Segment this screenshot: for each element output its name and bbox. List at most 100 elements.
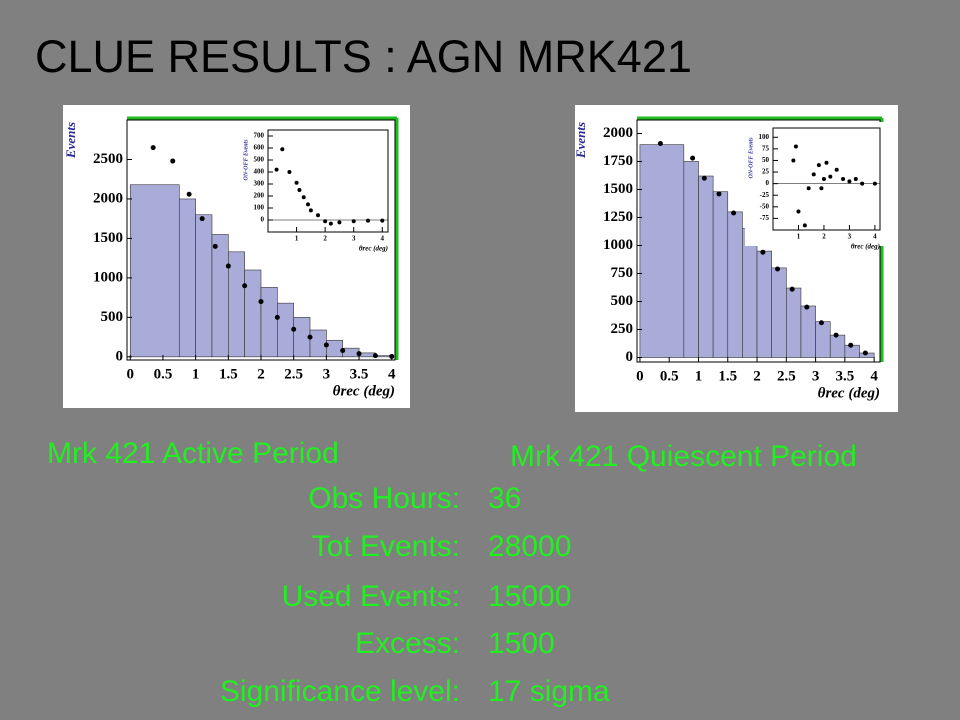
data-point bbox=[328, 221, 333, 226]
y-tick-label: -50 bbox=[760, 202, 770, 210]
histogram-bar bbox=[309, 329, 327, 358]
histogram-bar bbox=[228, 251, 245, 358]
data-point bbox=[287, 170, 292, 174]
data-point bbox=[301, 195, 306, 200]
stat-value: 28000 bbox=[488, 530, 571, 563]
x-tick-label: 3.5 bbox=[835, 368, 854, 384]
y-tick-label: 0 bbox=[626, 349, 634, 365]
data-point bbox=[308, 208, 313, 213]
data-point bbox=[818, 320, 824, 326]
x-tick-label: 2 bbox=[257, 366, 265, 382]
data-point bbox=[791, 158, 796, 163]
data-point bbox=[701, 175, 707, 181]
x-tick-label: 1 bbox=[797, 233, 801, 241]
data-point bbox=[212, 243, 218, 249]
y-tick-label: 1000 bbox=[93, 269, 123, 285]
data-point bbox=[306, 202, 310, 207]
histogram-bar bbox=[326, 339, 344, 358]
x-tick-label: 3 bbox=[352, 235, 356, 243]
data-point bbox=[323, 219, 328, 224]
x-tick-label: 2.5 bbox=[284, 366, 303, 382]
data-point bbox=[775, 266, 781, 272]
y-tick-label: 0 bbox=[766, 179, 770, 187]
data-point bbox=[258, 299, 264, 305]
histogram-bar bbox=[829, 334, 846, 358]
histogram-bar bbox=[129, 184, 180, 358]
x-tick-label: 3 bbox=[812, 368, 820, 384]
y-tick-label: 300 bbox=[254, 180, 265, 188]
histogram-bar bbox=[277, 302, 294, 358]
x-tick-label: 1 bbox=[295, 235, 299, 243]
stat-label: Used Events: bbox=[282, 580, 460, 613]
y-tick-label: 500 bbox=[101, 309, 124, 325]
data-point bbox=[337, 220, 342, 225]
x-tick-label: 1.5 bbox=[718, 368, 737, 384]
data-point bbox=[811, 172, 816, 177]
x-tick-label: 2 bbox=[822, 233, 826, 241]
data-point bbox=[789, 286, 795, 292]
data-point bbox=[380, 218, 385, 223]
y-axis-label: ON-OFF Events bbox=[243, 139, 249, 181]
data-point bbox=[824, 160, 829, 165]
y-tick-label: 2000 bbox=[93, 190, 123, 206]
data-point bbox=[862, 350, 868, 356]
histogram-bar bbox=[195, 214, 213, 358]
y-tick-label: 75 bbox=[762, 144, 770, 152]
histogram-bar bbox=[771, 267, 787, 358]
stat-value: 36 bbox=[488, 482, 521, 515]
x-tick-label: 1 bbox=[192, 366, 200, 382]
x-tick-label: 0.5 bbox=[660, 368, 679, 384]
stat-label: Significance level: bbox=[220, 675, 460, 708]
stat-label: Obs Hours: bbox=[308, 482, 460, 515]
data-point bbox=[833, 332, 839, 338]
data-point bbox=[819, 186, 824, 191]
y-tick-label: -75 bbox=[760, 214, 770, 222]
data-point bbox=[796, 209, 801, 214]
data-point bbox=[802, 223, 807, 228]
data-point bbox=[657, 141, 663, 147]
data-point bbox=[760, 249, 766, 255]
histogram-bar bbox=[756, 250, 772, 358]
x-tick-label: 0.5 bbox=[154, 366, 173, 382]
y-tick-label: 0 bbox=[116, 348, 124, 364]
histogram-bar bbox=[683, 161, 699, 358]
histogram-bar bbox=[815, 321, 831, 358]
y-tick-label: 500 bbox=[611, 293, 634, 309]
x-tick-label: 0 bbox=[127, 366, 135, 382]
data-point bbox=[150, 145, 156, 151]
data-point bbox=[242, 283, 248, 289]
data-point bbox=[274, 167, 279, 172]
x-tick-label: 3 bbox=[323, 366, 331, 382]
data-point bbox=[841, 177, 846, 181]
stat-value: 15000 bbox=[488, 580, 571, 613]
y-axis-label: Events bbox=[573, 122, 588, 159]
data-point bbox=[372, 353, 378, 359]
stat-label: Excess: bbox=[355, 627, 460, 660]
y-tick-label: 700 bbox=[254, 132, 265, 140]
stat-value: 1500 bbox=[488, 627, 555, 660]
y-tick-label: 600 bbox=[254, 144, 265, 152]
slide-title: CLUE RESULTS : AGN MRK421 bbox=[35, 31, 692, 82]
y-axis-label: Events bbox=[63, 122, 78, 159]
histogram-bar bbox=[712, 191, 729, 358]
y-tick-label: 500 bbox=[254, 156, 265, 164]
x-tick-label: 3 bbox=[848, 233, 852, 241]
y-tick-label: 250 bbox=[611, 321, 634, 337]
histogram-bar bbox=[786, 287, 802, 358]
y-tick-label: 1000 bbox=[603, 237, 633, 253]
data-point bbox=[323, 342, 329, 348]
caption: Mrk 421 Quiescent Period bbox=[510, 440, 857, 473]
y-axis-label: ON-OFF Events bbox=[748, 137, 754, 179]
y-tick-label: 750 bbox=[611, 265, 634, 281]
data-point bbox=[291, 326, 297, 332]
y-tick-label: 100 bbox=[759, 133, 770, 141]
y-tick-label: 1250 bbox=[603, 209, 633, 225]
histogram-bar bbox=[727, 211, 743, 358]
x-tick-label: 2 bbox=[323, 235, 327, 243]
x-tick-label: 0 bbox=[636, 368, 644, 384]
data-point bbox=[340, 348, 346, 354]
histogram-bar bbox=[178, 198, 196, 358]
x-axis-label: θrec (deg) bbox=[818, 385, 880, 401]
y-tick-label: 1500 bbox=[603, 181, 633, 197]
